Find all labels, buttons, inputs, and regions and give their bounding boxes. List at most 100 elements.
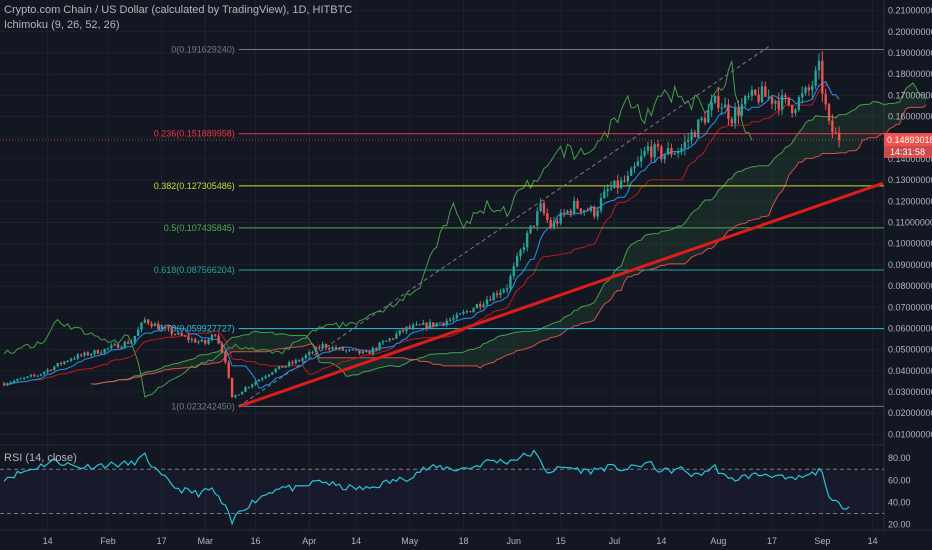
tenkan-sen [3,80,840,389]
candle-body [39,374,43,376]
candle-body [96,350,100,354]
time-axis[interactable]: 14 Feb 17 Mar 16 Apr 14 May 18 Jun 15 Jul 14 Aug 17 Sep… [43,536,878,546]
price-tick-label: 0.130000000 [888,175,932,185]
candle-body [237,394,240,396]
candle-body [619,180,623,189]
candle-body [827,104,831,121]
candle-body [173,333,177,335]
price-tick-label: 0.110000000 [888,218,932,228]
candlestick-series [2,51,841,399]
candle-body [750,89,754,97]
candle-body [727,104,730,119]
candle-body [422,322,425,325]
candle-body [351,349,354,351]
candle-body [650,146,653,158]
candle-body [804,87,807,94]
candle-body [36,375,39,377]
candle-body [653,144,656,158]
candle-body [187,336,190,341]
candle-body [311,351,314,353]
candle-body [160,327,163,330]
fib-level-label: 0.236(0.151889958) [154,129,235,139]
candle-body [693,132,697,138]
candle-body [200,339,204,342]
rsi-label[interactable]: RSI (14, close) [4,452,77,464]
candle-body [435,322,438,327]
candle-body [757,94,760,103]
candle-body [787,97,790,106]
candle-body [113,344,116,346]
candle-body [777,100,780,110]
time-tick-label: Sep [814,536,830,546]
candle-body [415,324,418,326]
price-tick-label: 0.210000000 [888,6,932,16]
rsi-tick-label: 80.00 [888,453,911,463]
candle-body [515,256,519,267]
candle-body [140,322,143,330]
candle-body [210,334,214,340]
candle-body [53,366,56,371]
candle-body [700,118,703,120]
candle-body [26,376,29,378]
time-tick-label: 17 [767,536,777,546]
indicator-label[interactable]: Ichimoku (9, 26, 52, 26) [4,19,120,31]
candle-body [562,212,566,214]
candle-body [56,363,59,367]
candle-body [130,341,133,344]
candle-body [324,344,328,348]
candle-body [549,219,552,229]
time-tick-label: 14 [43,536,53,546]
price-tick-label: 0.020000000 [888,408,932,418]
candle-body [539,203,542,212]
fibonacci-retracement[interactable]: 0(0.191629240) 0.236(0.151889958) 0.382(0.… [154,45,884,412]
candle-body [301,358,304,361]
candle-body [432,322,435,327]
candle-body [217,335,220,344]
candle-body [271,372,274,375]
time-tick-label: 17 [157,536,167,546]
time-tick-label: 14 [868,536,878,546]
candle-body [522,247,526,251]
candle-body [536,211,539,226]
candle-body [475,304,479,309]
candle-body [227,362,230,378]
candle-body [251,384,254,387]
price-tick-label: 0.010000000 [888,429,932,439]
candle-body [150,323,153,327]
price-tick-label: 0.040000000 [888,366,932,376]
candle-body [623,180,626,182]
price-axis[interactable]: 0.210000000 0.200000000 0.190000000 0.18000… [888,6,932,530]
candle-body [297,360,301,362]
candle-body [526,233,529,248]
candle-body [532,225,536,227]
candle-body [29,375,33,377]
candle-body [690,132,693,140]
time-tick-label: Jul [609,536,621,546]
candle-body [157,323,160,330]
candle-body [737,108,740,116]
price-tick-label: 0.080000000 [888,281,932,291]
price-tick-label: 0.070000000 [888,302,932,312]
candle-body [63,361,66,364]
trendline-drawings[interactable] [238,46,884,408]
candle-body [22,377,26,379]
grid-lines [0,0,932,531]
candle-body [458,313,462,315]
candle-body [220,343,224,353]
price-tick-label: 0.170000000 [888,90,932,100]
candle-body [566,210,569,214]
candle-body [469,311,472,313]
price-tick-label: 0.100000000 [888,239,932,249]
candle-body [660,146,663,160]
candle-body [207,339,210,344]
candle-body [640,155,643,162]
last-price-badge [884,133,932,147]
candle-body [83,352,86,356]
candle-body [817,60,821,71]
rsi-tick-label: 20.00 [888,519,911,529]
candle-body [643,150,646,156]
candle-body [76,354,79,359]
candle-body [723,104,727,108]
candle-body [247,386,251,388]
